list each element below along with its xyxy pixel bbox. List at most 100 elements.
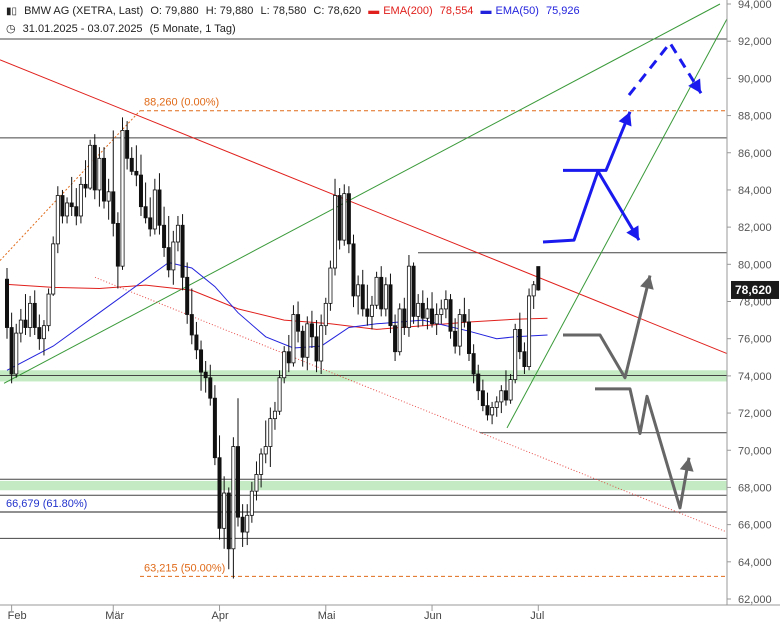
candle-body: [23, 319, 28, 328]
ema200-label: EMA(200): [383, 5, 433, 17]
candle-body: [499, 390, 504, 403]
fib-label: 66,679 (61.80%): [6, 498, 87, 510]
y-tick-label: 68,000: [738, 482, 772, 494]
y-tick-label: 70,000: [738, 445, 772, 457]
candle-body: [120, 130, 125, 267]
y-tick-label: 76,000: [738, 334, 772, 346]
candle-body: [102, 157, 107, 202]
high-value: H: 79,880: [205, 5, 254, 17]
blue-arrow-lower-head: [626, 225, 639, 241]
candle-body: [194, 334, 199, 351]
projection-arrows: [542, 41, 703, 510]
candle-body: [309, 323, 314, 338]
ema50-value: 75,926: [545, 5, 580, 17]
x-tick-label: Jul: [530, 610, 544, 622]
uptrend-channel-upper: [3, 3, 721, 384]
x-tick-label: Mai: [318, 610, 336, 622]
candle-body: [92, 144, 97, 191]
gray-arrow-down-head: [679, 457, 694, 472]
candles-layer: [5, 117, 541, 579]
candle-body: [476, 373, 481, 392]
candle-body: [111, 191, 116, 224]
candle-body: [222, 492, 227, 529]
gray-arrow-up: [563, 275, 652, 380]
candle-body: [125, 130, 130, 159]
x-tick-label: Mär: [105, 610, 124, 622]
candle-body: [296, 314, 301, 332]
ema200-legend-marker: ▬: [368, 5, 380, 17]
candle-body: [157, 189, 162, 226]
candle-body: [65, 202, 70, 217]
x-tick-label: Apr: [212, 610, 229, 622]
candle-body: [527, 295, 532, 367]
candle-body: [508, 379, 513, 401]
period-label: (5 Monate, 1 Tag): [149, 23, 236, 35]
ema200-value: 78,554: [439, 5, 474, 17]
candle-body: [189, 314, 194, 336]
candle-body: [259, 453, 264, 475]
date-range: 31.01.2025 - 03.07.2025: [22, 23, 143, 35]
y-tick-label: 88,000: [738, 111, 772, 123]
candle-body: [411, 265, 416, 317]
blue-arrow-dashed: [627, 41, 703, 97]
candle-body: [106, 191, 111, 202]
candle-body: [51, 243, 56, 295]
candle-body: [134, 170, 139, 176]
candle-body: [166, 247, 171, 271]
candle-body: [466, 321, 471, 354]
chart-subheader: ◷ 31.01.2025 - 03.07.2025 (5 Monate, 1 T…: [6, 22, 240, 35]
candle-body: [397, 308, 402, 353]
candle-body: [129, 157, 134, 172]
candle-body: [416, 302, 421, 317]
symbol-label: BMW AG (XETRA, Last): [24, 5, 144, 17]
candle-body: [531, 284, 536, 297]
candle-body: [485, 405, 490, 416]
candle-body: [212, 397, 217, 459]
y-tick-label: 92,000: [738, 36, 772, 48]
candle-body: [74, 206, 79, 217]
candle-body: [9, 327, 14, 375]
candle-body: [490, 407, 495, 416]
candle-body: [494, 401, 499, 408]
candle-body: [282, 351, 287, 379]
ema200-line: [6, 283, 548, 330]
candle-body: [263, 446, 268, 455]
candle-body: [55, 195, 60, 245]
candle-body: [351, 243, 356, 297]
price-badge-label: 78,620: [735, 283, 772, 297]
fib-label: 63,215 (50.00%): [144, 562, 225, 574]
price-axis: 94,000 92,000 90,000 88,000 86,000 84,000 82,0…: [726, 0, 780, 625]
candles-icon: ▮▯: [6, 6, 18, 17]
y-tick-label: 74,000: [738, 371, 772, 383]
ema50-line: [6, 261, 548, 371]
candle-body: [235, 446, 240, 518]
candle-body: [115, 223, 120, 267]
y-tick-label: 80,000: [738, 259, 772, 271]
gray-arrow-up-head: [640, 275, 654, 290]
fib-label: 88,260 (0.00%): [144, 97, 219, 109]
candle-body: [522, 351, 527, 367]
y-tick-label: 86,000: [738, 148, 772, 160]
downtrend-line: [0, 59, 728, 355]
candle-body: [406, 265, 411, 328]
candle-body: [254, 474, 259, 492]
candle-body: [268, 418, 273, 447]
candle-body: [277, 377, 282, 412]
candle-body: [439, 308, 444, 315]
candle-body: [443, 299, 448, 310]
trendlines: [0, 3, 728, 533]
candle-body: [430, 308, 435, 325]
candle-body: [162, 224, 167, 248]
candle-body: [453, 330, 458, 347]
candle-body: [420, 302, 425, 319]
blue-arrow-dashed-head: [688, 78, 701, 94]
lower-channel-line: [94, 276, 728, 533]
candle-body: [185, 276, 190, 315]
open-value: O: 79,880: [150, 5, 199, 17]
y-tick-label: 84,000: [738, 185, 772, 197]
price-badge: [731, 280, 779, 299]
time-axis: Feb Mär Apr Mai Jun Jul: [0, 604, 780, 622]
candle-body: [37, 327, 42, 340]
candle-body: [323, 302, 328, 327]
